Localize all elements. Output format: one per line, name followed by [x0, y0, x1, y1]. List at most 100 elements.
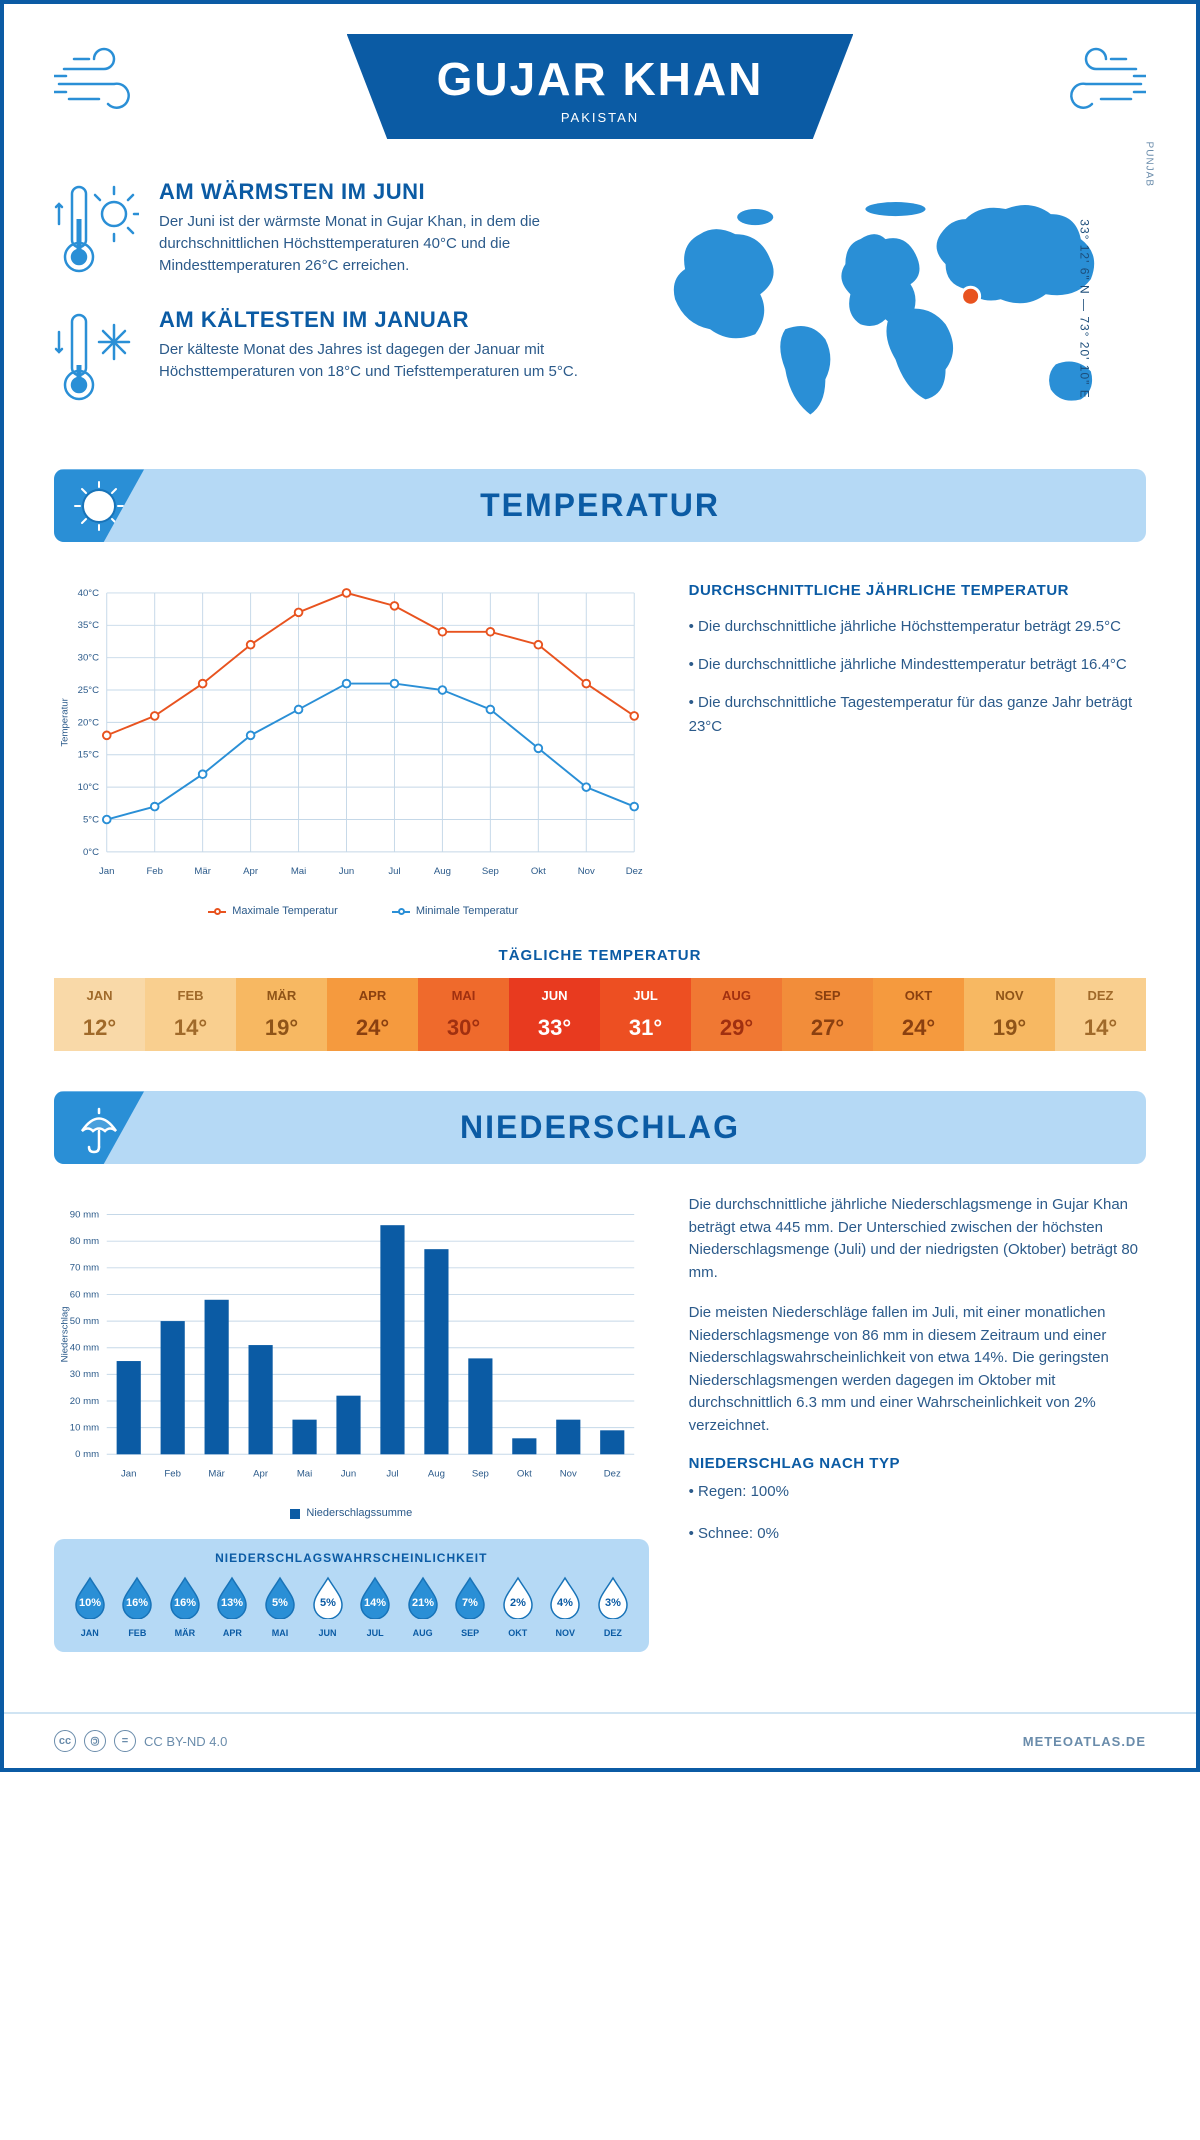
wind-icon: [1036, 44, 1146, 124]
temp-bullet: • Die durchschnittliche Tagestemperatur …: [689, 691, 1146, 739]
svg-text:Aug: Aug: [428, 1469, 445, 1480]
svg-text:0°C: 0°C: [83, 847, 99, 858]
svg-text:16%: 16%: [174, 1597, 196, 1609]
svg-text:10 mm: 10 mm: [70, 1423, 99, 1434]
svg-text:Feb: Feb: [164, 1469, 181, 1480]
legend-item: Maximale Temperatur: [184, 905, 338, 917]
prob-cell: 14% JUL: [353, 1575, 397, 1638]
daily-temp-cell: MAI30°: [418, 978, 509, 1051]
avg-temp-heading: DURCHSCHNITTLICHE JÄHRLICHE TEMPERATUR: [689, 582, 1146, 599]
svg-text:7%: 7%: [462, 1597, 478, 1609]
nd-icon: =: [114, 1730, 136, 1752]
svg-text:2%: 2%: [510, 1597, 526, 1609]
precip-type-bullet: • Regen: 100%: [689, 1480, 1146, 1504]
svg-text:Feb: Feb: [146, 866, 163, 877]
svg-text:Nov: Nov: [578, 866, 595, 877]
sun-icon: [72, 479, 126, 533]
svg-text:3%: 3%: [605, 1597, 621, 1609]
precip-probability-box: NIEDERSCHLAGSWAHRSCHEINLICHKEIT 10% JAN …: [54, 1539, 649, 1652]
svg-text:25°C: 25°C: [78, 685, 99, 696]
temperature-header: TEMPERATUR: [54, 469, 1146, 542]
svg-text:Mär: Mär: [208, 1469, 225, 1480]
svg-text:35°C: 35°C: [78, 621, 99, 632]
svg-text:10%: 10%: [79, 1597, 101, 1609]
precipitation-header: NIEDERSCHLAG: [54, 1091, 1146, 1164]
svg-text:70 mm: 70 mm: [70, 1263, 99, 1274]
prob-cell: 13% APR: [211, 1575, 255, 1638]
coldest-title: AM KÄLTESTEN IM JANUAR: [159, 307, 605, 333]
precip-type-bullet: • Schnee: 0%: [689, 1522, 1146, 1546]
svg-text:Okt: Okt: [517, 1469, 532, 1480]
svg-text:5%: 5%: [320, 1597, 336, 1609]
svg-text:Mär: Mär: [194, 866, 211, 877]
prob-cell: 5% JUN: [306, 1575, 350, 1638]
daily-temp-cell: OKT24°: [873, 978, 964, 1051]
svg-text:5°C: 5°C: [83, 815, 99, 826]
coldest-text: Der kälteste Monat des Jahres ist dagege…: [159, 339, 605, 383]
world-map: PUNJAB 33° 12' 6" N — 73° 20' 10" E: [645, 179, 1146, 439]
daily-temp-cell: SEP27°: [782, 978, 873, 1051]
intro-section: AM WÄRMSTEN IM JUNI Der Juni ist der wär…: [54, 179, 1146, 439]
svg-text:Jan: Jan: [99, 866, 114, 877]
country-subtitle: PAKISTAN: [437, 110, 764, 125]
daily-temp-cell: NOV19°: [964, 978, 1055, 1051]
svg-text:Temperatur: Temperatur: [59, 698, 70, 747]
license-text: CC BY-ND 4.0: [144, 1734, 227, 1749]
prob-cell: 10% JAN: [68, 1575, 112, 1638]
temperature-heading: TEMPERATUR: [54, 487, 1146, 524]
umbrella-icon: [72, 1101, 126, 1155]
svg-text:Mai: Mai: [297, 1469, 312, 1480]
daily-temp-cell: JAN12°: [54, 978, 145, 1051]
prob-cell: 2% OKT: [496, 1575, 540, 1638]
daily-temp-cell: FEB14°: [145, 978, 236, 1051]
prob-cell: 3% DEZ: [591, 1575, 635, 1638]
city-title: GUJAR KHAN: [437, 52, 764, 106]
license: cc 🄯 = CC BY-ND 4.0: [54, 1730, 227, 1752]
temp-bullet: • Die durchschnittliche jährliche Mindes…: [689, 653, 1146, 677]
svg-text:15°C: 15°C: [78, 750, 99, 761]
svg-text:0 mm: 0 mm: [75, 1450, 99, 1461]
warmest-text: Der Juni ist der wärmste Monat in Gujar …: [159, 211, 605, 276]
temperature-summary: DURCHSCHNITTLICHE JÄHRLICHE TEMPERATUR •…: [689, 572, 1146, 917]
svg-text:4%: 4%: [557, 1597, 573, 1609]
region-label: PUNJAB: [1143, 142, 1154, 187]
thermometer-cold-icon: [54, 307, 139, 407]
temp-bullet: • Die durchschnittliche jährliche Höchst…: [689, 615, 1146, 639]
svg-text:60 mm: 60 mm: [70, 1290, 99, 1301]
svg-text:Mai: Mai: [291, 866, 306, 877]
site-credit: METEOATLAS.DE: [1023, 1734, 1146, 1749]
svg-text:16%: 16%: [126, 1597, 148, 1609]
precipitation-summary: Die durchschnittliche jährliche Niedersc…: [689, 1194, 1146, 1652]
daily-temp-cell: APR24°: [327, 978, 418, 1051]
svg-text:Sep: Sep: [472, 1469, 489, 1480]
daily-temp-heading: TÄGLICHE TEMPERATUR: [54, 947, 1146, 964]
svg-text:Aug: Aug: [434, 866, 451, 877]
legend-item: Minimale Temperatur: [368, 905, 519, 917]
svg-text:30 mm: 30 mm: [70, 1370, 99, 1381]
prob-cell: 16% MÄR: [163, 1575, 207, 1638]
daily-temp-cell: DEZ14°: [1055, 978, 1146, 1051]
svg-text:50 mm: 50 mm: [70, 1316, 99, 1327]
svg-text:Sep: Sep: [482, 866, 499, 877]
svg-text:13%: 13%: [221, 1597, 243, 1609]
svg-text:80 mm: 80 mm: [70, 1237, 99, 1248]
daily-temp-cell: JUN33°: [509, 978, 600, 1051]
daily-temperature-table: JAN12°FEB14°MÄR19°APR24°MAI30°JUN33°JUL3…: [54, 978, 1146, 1051]
svg-text:90 mm: 90 mm: [70, 1210, 99, 1221]
prob-cell: 21% AUG: [401, 1575, 445, 1638]
infographic-page: GUJAR KHAN PAKISTAN: [0, 0, 1200, 1772]
svg-text:Dez: Dez: [604, 1469, 621, 1480]
prob-cell: 4% NOV: [544, 1575, 588, 1638]
svg-text:21%: 21%: [412, 1597, 434, 1609]
prob-heading: NIEDERSCHLAGSWAHRSCHEINLICHKEIT: [68, 1551, 635, 1565]
warmest-fact: AM WÄRMSTEN IM JUNI Der Juni ist der wär…: [54, 179, 605, 279]
svg-text:Apr: Apr: [243, 866, 259, 877]
by-icon: 🄯: [84, 1730, 106, 1752]
svg-text:10°C: 10°C: [78, 783, 99, 794]
coldest-fact: AM KÄLTESTEN IM JANUAR Der kälteste Mona…: [54, 307, 605, 407]
svg-text:20°C: 20°C: [78, 718, 99, 729]
svg-text:Jan: Jan: [121, 1469, 136, 1480]
svg-text:Jun: Jun: [341, 1469, 356, 1480]
daily-temp-cell: JUL31°: [600, 978, 691, 1051]
svg-text:Okt: Okt: [531, 866, 546, 877]
